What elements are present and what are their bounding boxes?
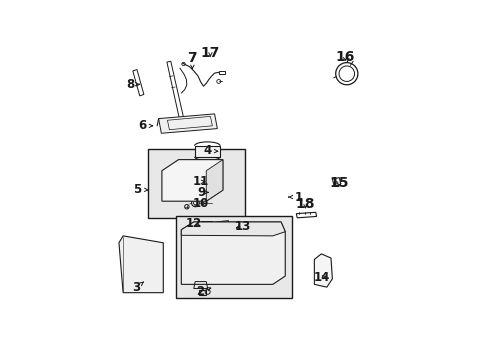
- Text: 7: 7: [187, 51, 197, 69]
- Polygon shape: [162, 159, 223, 201]
- Polygon shape: [181, 222, 285, 284]
- Bar: [200, 221, 212, 227]
- Text: 8: 8: [125, 78, 140, 91]
- Polygon shape: [314, 254, 332, 287]
- Text: 16: 16: [334, 50, 354, 64]
- Text: 13: 13: [234, 220, 250, 233]
- Polygon shape: [158, 114, 217, 133]
- Text: 9: 9: [197, 186, 208, 199]
- Text: 12: 12: [185, 217, 202, 230]
- Text: 18: 18: [295, 197, 315, 211]
- Bar: [194, 190, 197, 195]
- Text: 15: 15: [329, 176, 348, 190]
- Text: 10: 10: [193, 197, 209, 210]
- Text: 4: 4: [203, 144, 217, 157]
- Text: 11: 11: [193, 175, 209, 188]
- Polygon shape: [206, 159, 223, 201]
- Text: 14: 14: [313, 271, 329, 284]
- Bar: [218, 71, 224, 74]
- Text: 3: 3: [132, 281, 143, 294]
- Bar: [199, 290, 206, 295]
- Text: 17: 17: [200, 46, 220, 60]
- Text: 2: 2: [196, 285, 210, 298]
- Text: 6: 6: [138, 119, 152, 132]
- Polygon shape: [119, 236, 163, 293]
- Bar: [175, 216, 292, 298]
- Text: 1: 1: [288, 190, 302, 203]
- Polygon shape: [181, 222, 285, 236]
- Polygon shape: [216, 221, 229, 228]
- Bar: [148, 149, 244, 218]
- Text: 5: 5: [133, 183, 147, 196]
- Polygon shape: [194, 146, 220, 157]
